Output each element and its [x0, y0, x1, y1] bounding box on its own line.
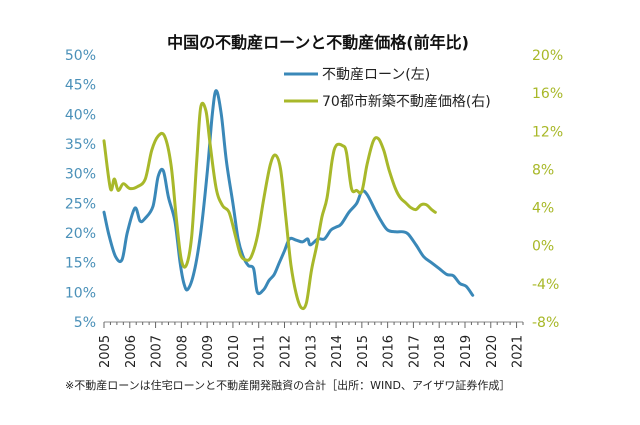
right-tick-label: 16% [532, 86, 563, 102]
right-tick-label: 0% [532, 239, 554, 255]
x-tick-label: 2006 [124, 335, 139, 368]
x-axis: 2005 2006 2007 2008 2009 2010 2011 2012 2013 2014… [98, 321, 526, 368]
series-line-prices [102, 101, 437, 311]
x-tick-label: 2016 [382, 335, 397, 368]
left-tick-label: 10% [65, 285, 96, 301]
left-tick-label: 20% [65, 226, 96, 242]
x-tick-label: 2010 [227, 335, 242, 368]
left-tick-label: 25% [65, 196, 96, 212]
right-tick-label: -4% [532, 277, 559, 293]
series-group [102, 89, 475, 311]
x-tick-label: 2018 [433, 335, 448, 368]
left-tick-label: 40% [65, 107, 96, 123]
x-tick-label: 2012 [278, 335, 293, 368]
right-tick-label: 12% [532, 124, 563, 140]
right-tick-label: 8% [532, 162, 554, 178]
right-axis: -8% -4% 0% 4% 8% 12% 16% 20% [532, 48, 563, 331]
right-tick-label: 4% [532, 201, 554, 217]
left-tick-label: 45% [65, 78, 96, 94]
x-tick-label: 2009 [201, 335, 216, 368]
x-tick-label: 2011 [253, 335, 268, 368]
x-tick-label: 2019 [459, 335, 474, 368]
left-tick-label: 5% [74, 315, 96, 331]
chart-title: 中国の不動産ローンと不動産価格(前年比) [167, 33, 469, 52]
right-tick-label: -8% [532, 315, 559, 331]
x-tick-label: 2017 [407, 335, 422, 368]
x-tick-label: 2015 [356, 335, 371, 368]
legend-label: 不動産ローン(左) [322, 67, 430, 83]
left-axis: 5% 10% 15% 20% 25% 30% 35% 40% 45% 50% [65, 48, 96, 331]
x-tick-label: 2021 [511, 335, 526, 368]
left-tick-label: 15% [65, 256, 96, 272]
left-tick-label: 30% [65, 167, 96, 183]
left-tick-label: 50% [65, 48, 96, 64]
x-tick-label: 2020 [485, 335, 500, 368]
series-line-loans [102, 89, 475, 297]
x-tick-label: 2008 [175, 335, 190, 368]
x-tick-label: 2013 [304, 335, 319, 368]
chart-note: ※不動産ローンは住宅ローンと不動産開発融資の合計［出所：WIND、アイザワ証券作… [65, 378, 510, 392]
right-tick-label: 20% [532, 48, 563, 64]
legend: 不動産ローン(左) 70都市新築不動産価格(右) [284, 67, 491, 110]
legend-label: 70都市新築不動産価格(右) [322, 93, 491, 110]
x-tick-label: 2005 [98, 335, 113, 368]
left-tick-label: 35% [65, 137, 96, 153]
x-tick-label: 2014 [330, 335, 345, 368]
x-tick-label: 2007 [150, 335, 165, 368]
